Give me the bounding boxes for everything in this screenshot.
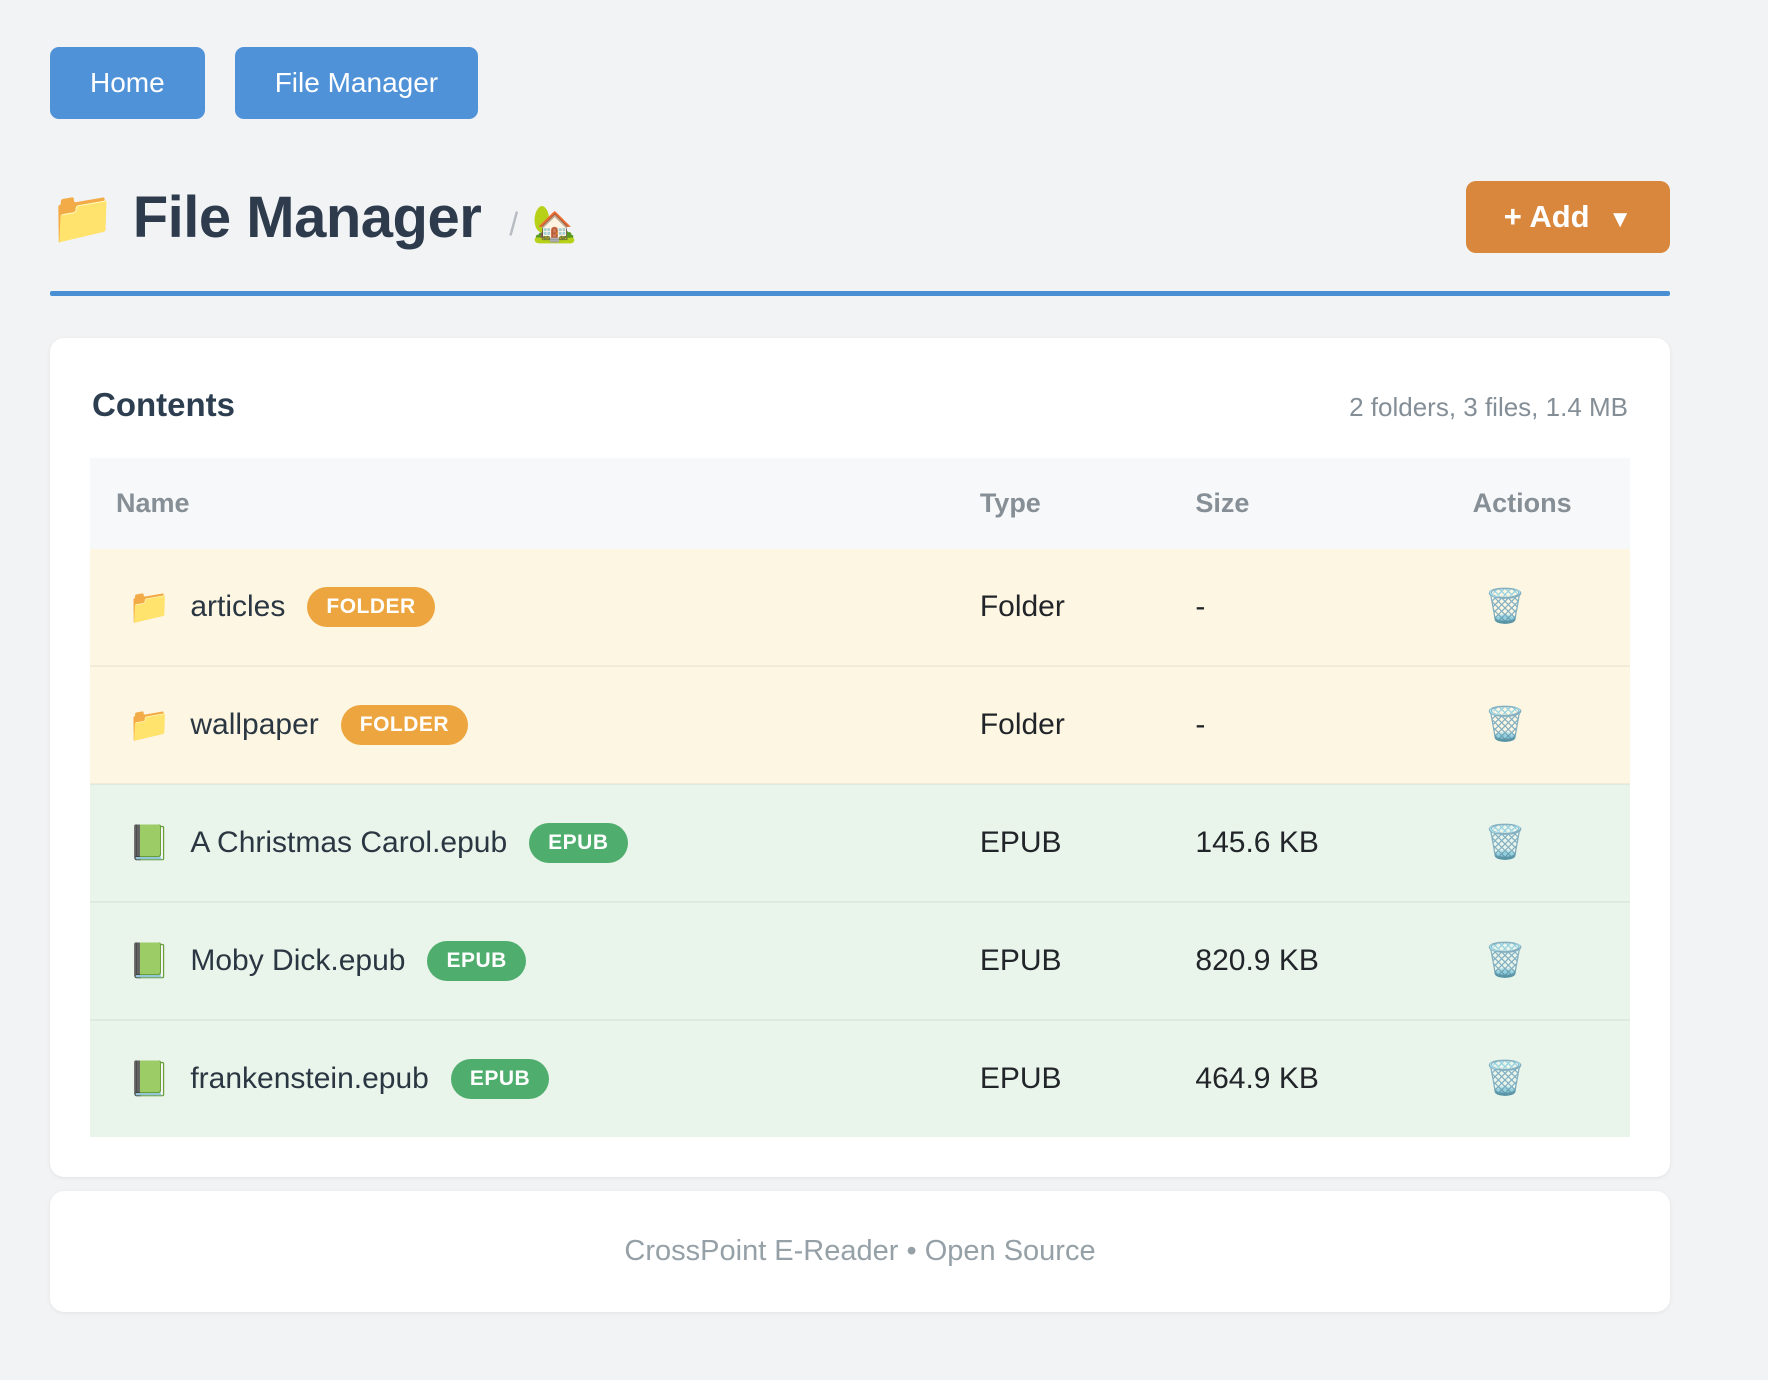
file-type: Folder	[979, 590, 1065, 623]
delete-icon[interactable]: 🗑️	[1484, 705, 1526, 742]
file-name[interactable]: Moby Dick.epub	[190, 944, 406, 977]
contents-card-header: Contents 2 folders, 3 files, 1.4 MB	[90, 378, 1630, 424]
delete-icon[interactable]: 🗑️	[1484, 941, 1526, 978]
book-icon: 📗	[128, 942, 171, 980]
breadcrumb-home-icon[interactable]: 🏡	[532, 203, 578, 244]
delete-icon[interactable]: 🗑️	[1484, 823, 1526, 860]
file-size: 145.6 KB	[1183, 783, 1461, 902]
file-size: -	[1183, 665, 1461, 784]
table-row[interactable]: 📗 frankenstein.epub EPUB EPUB 464.9 KB 🗑…	[90, 1019, 1630, 1137]
files-table: Name Type Size Actions 📁 articles FOLDER…	[90, 458, 1630, 1137]
delete-icon[interactable]: 🗑️	[1484, 587, 1526, 624]
file-type: EPUB	[967, 783, 1184, 902]
file-type: Folder	[967, 665, 1184, 784]
header-divider	[50, 291, 1670, 296]
folder-icon: 📁	[128, 706, 171, 744]
table-row[interactable]: 📗 Moby Dick.epub EPUB EPUB 820.9 KB 🗑️	[90, 901, 1630, 1020]
top-nav: Home File Manager	[50, 47, 1670, 119]
contents-card: Contents 2 folders, 3 files, 1.4 MB Name…	[50, 338, 1670, 1177]
file-name[interactable]: frankenstein.epub	[190, 1062, 429, 1095]
file-name[interactable]: articles	[190, 590, 286, 623]
file-type: EPUB	[967, 901, 1184, 1020]
page-title: File Manager	[132, 184, 482, 250]
type-badge: FOLDER	[340, 705, 469, 745]
table-row[interactable]: 📗 A Christmas Carol.epub EPUB EPUB 145.6…	[90, 783, 1630, 902]
folder-icon: 📁	[128, 588, 171, 626]
footer-text: CrossPoint E-Reader • Open Source	[624, 1235, 1096, 1267]
file-size: 820.9 KB	[1183, 901, 1461, 1020]
file-size: -	[1195, 590, 1206, 623]
add-button[interactable]: + Add ▼	[1465, 181, 1670, 253]
column-header-size: Size	[1183, 458, 1461, 549]
type-badge: EPUB	[450, 1059, 550, 1099]
file-manager-button[interactable]: File Manager	[234, 47, 479, 119]
file-type: EPUB	[967, 1019, 1184, 1137]
column-header-name: Name	[90, 458, 968, 549]
table-row[interactable]: 📁 articles FOLDER Folder - 🗑️	[90, 549, 1630, 666]
file-name[interactable]: A Christmas Carol.epub	[190, 826, 508, 859]
folder-icon: 📁	[50, 188, 115, 247]
file-size: 464.9 KB	[1183, 1019, 1461, 1137]
add-button-label: + Add	[1503, 199, 1590, 234]
contents-summary: 2 folders, 3 files, 1.4 MB	[1349, 392, 1628, 422]
table-header-row: Name Type Size Actions	[90, 458, 1630, 549]
book-icon: 📗	[128, 1060, 171, 1098]
page-header: 📁 File Manager / 🏡 + Add ▼	[50, 181, 1670, 253]
chevron-down-icon: ▼	[1608, 206, 1632, 233]
file-name[interactable]: wallpaper	[190, 708, 319, 741]
table-row[interactable]: 📁 wallpaper FOLDER Folder - 🗑️	[90, 665, 1630, 784]
delete-icon[interactable]: 🗑️	[1484, 1059, 1526, 1096]
type-badge: EPUB	[529, 823, 628, 863]
column-header-actions: Actions	[1460, 458, 1630, 549]
type-badge: EPUB	[427, 941, 526, 981]
footer: CrossPoint E-Reader • Open Source	[50, 1191, 1670, 1312]
type-badge: FOLDER	[307, 587, 435, 627]
breadcrumb-separator: /	[509, 205, 519, 242]
title-wrap: 📁 File Manager / 🏡	[50, 184, 577, 251]
column-header-type: Type	[967, 458, 1184, 549]
contents-heading: Contents	[92, 386, 235, 423]
home-button[interactable]: Home	[50, 47, 205, 119]
book-icon: 📗	[128, 824, 171, 862]
